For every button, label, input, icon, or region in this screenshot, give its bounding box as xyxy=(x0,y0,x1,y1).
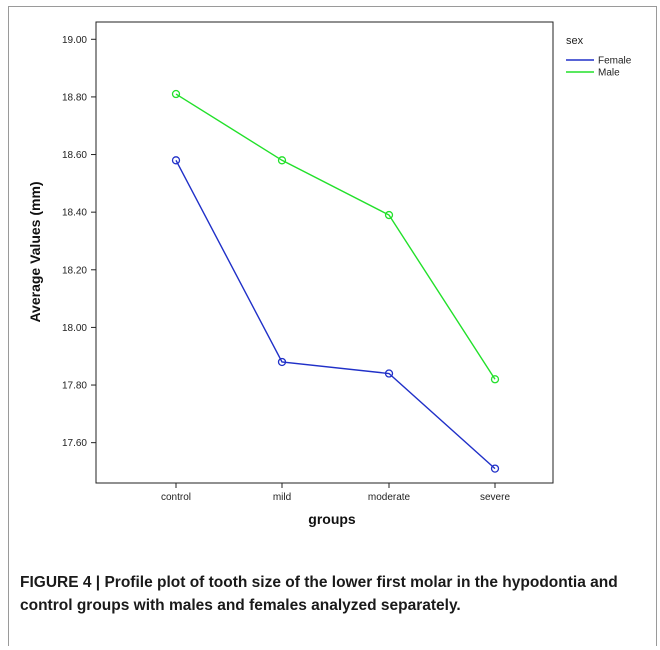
series-layer xyxy=(171,89,500,473)
female-data-point xyxy=(384,369,394,378)
y-tick-label: 18.60 xyxy=(62,150,87,161)
y-tick-label: 17.60 xyxy=(62,438,87,449)
y-tick-label: 18.40 xyxy=(62,208,87,219)
x-tick-label: control xyxy=(161,492,191,503)
male-data-point xyxy=(384,210,394,220)
legend-title: sex xyxy=(566,35,584,47)
female-data-point xyxy=(277,357,287,367)
y-tick-label: 17.80 xyxy=(62,381,87,392)
legend-label-female: Female xyxy=(598,56,632,67)
x-axis-title: groups xyxy=(308,511,356,527)
figure-frame xyxy=(8,6,657,646)
male-data-point xyxy=(277,156,287,165)
female-data-point xyxy=(490,464,500,473)
male-series-line xyxy=(175,93,496,380)
caption-text: Profile plot of tooth size of the lower … xyxy=(20,574,618,614)
x-tick-label: mild xyxy=(273,492,291,503)
y-tick-label: 18.00 xyxy=(62,323,87,334)
female-data-point xyxy=(171,156,181,165)
plot-area xyxy=(95,21,554,484)
figure-caption: FIGURE 4 | Profile plot of tooth size of… xyxy=(20,571,640,617)
y-axis-title: Average Values (mm) xyxy=(27,181,43,322)
y-tick-label: 18.20 xyxy=(62,265,87,276)
x-axis: control mild moderate severe xyxy=(161,483,510,503)
x-tick-label: severe xyxy=(480,492,510,503)
legend-label-male: Male xyxy=(598,68,620,79)
y-tick-label: 18.80 xyxy=(62,92,87,103)
male-data-point xyxy=(171,89,181,99)
female-series-line xyxy=(175,159,496,470)
x-tick-label: moderate xyxy=(368,492,411,503)
caption-label: FIGURE 4 | xyxy=(20,574,101,591)
y-axis: 17.60 17.80 18.00 18.20 18.40 18.60 18.80 19.00 xyxy=(62,35,96,449)
male-data-point xyxy=(490,375,500,384)
profile-plot: 17.60 17.80 18.00 18.20 18.40 18.60 18.80 19.00… xyxy=(27,21,632,527)
y-tick-label: 19.00 xyxy=(62,35,87,46)
